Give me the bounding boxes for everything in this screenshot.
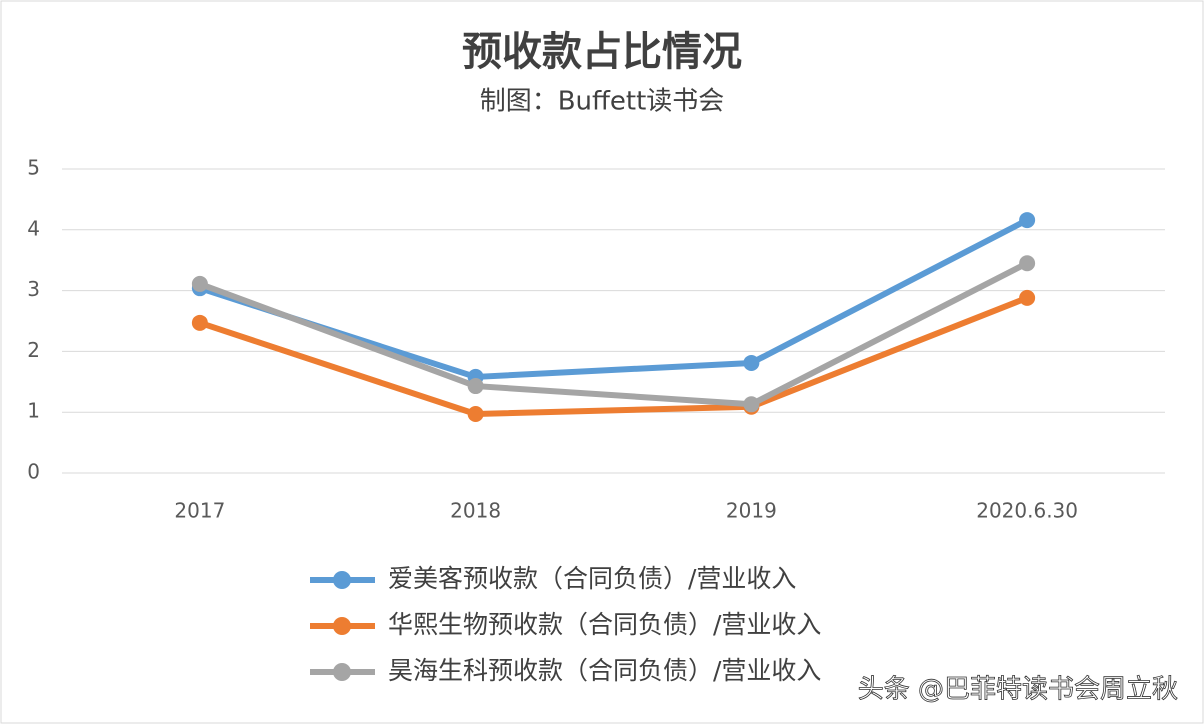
x-tick-label: 2018 xyxy=(450,499,501,523)
data-point xyxy=(1019,212,1036,229)
data-point xyxy=(191,275,208,292)
series-line xyxy=(198,295,1029,418)
data-point xyxy=(1019,289,1036,306)
chart-title: 预收款占比情况 xyxy=(462,28,742,75)
data-point xyxy=(743,396,760,413)
y-tick-label: 0 xyxy=(27,460,40,484)
legend-label: 昊海生科预收款（合同负债）/营业收入 xyxy=(388,656,821,685)
legend-marker xyxy=(333,617,351,635)
data-point xyxy=(467,378,484,395)
x-tick-label: 2017 xyxy=(174,499,225,523)
chart-subtitle: 制图：Buffett读书会 xyxy=(480,87,725,117)
legend-marker xyxy=(333,663,351,681)
y-tick-label: 4 xyxy=(27,216,40,240)
data-point xyxy=(191,314,208,331)
legend-marker xyxy=(333,571,351,589)
legend-label: 爱美客预收款（合同负债）/营业收入 xyxy=(388,564,796,593)
data-point xyxy=(743,354,760,371)
data-point xyxy=(1019,255,1036,272)
y-tick-label: 2 xyxy=(27,338,40,362)
y-tick-label: 5 xyxy=(27,156,40,180)
y-tick-label: 1 xyxy=(27,399,40,423)
x-tick-label: 2019 xyxy=(726,499,777,523)
x-tick-label: 2020.6.30 xyxy=(976,499,1078,523)
series-line xyxy=(198,260,1029,408)
watermark: 头条 @巴菲特读书会周立秋 xyxy=(858,675,1178,705)
legend-label: 华熙生物预收款（合同负债）/营业收入 xyxy=(388,610,821,639)
y-tick-label: 3 xyxy=(27,277,40,301)
data-point xyxy=(467,406,484,423)
